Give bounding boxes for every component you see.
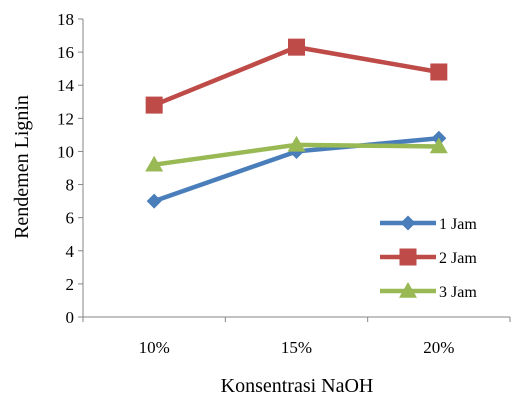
legend-label: 3 Jam <box>439 284 477 301</box>
legend: 1 Jam 2 Jam 3 Jam <box>380 215 477 301</box>
legend-label: 2 Jam <box>439 250 477 267</box>
legend-marker <box>399 248 417 266</box>
legend-entry: 3 Jam <box>380 282 477 301</box>
tick-labels: 0 2 4 6 8 10 12 14 16 18 10% 15% 20% <box>57 10 454 357</box>
data-point <box>145 155 164 172</box>
x-tick-label: 15% <box>281 338 312 357</box>
y-tick-label: 4 <box>66 242 75 261</box>
y-tick-label: 12 <box>57 109 74 128</box>
y-tick-label: 6 <box>66 209 75 228</box>
y-tick-label: 0 <box>66 308 75 327</box>
data-point <box>146 193 162 209</box>
series-line <box>153 44 440 108</box>
y-tick-label: 14 <box>57 76 75 95</box>
legend-marker <box>400 215 416 231</box>
series-lines <box>145 38 448 209</box>
y-tick-label: 10 <box>57 142 74 161</box>
series-2-jam <box>145 38 448 114</box>
y-axis-title: Rendemen Lignin <box>11 95 33 239</box>
legend-marker <box>399 282 417 298</box>
x-tick-label: 20% <box>423 338 454 357</box>
y-tick-label: 18 <box>57 10 74 29</box>
data-point <box>287 135 306 152</box>
series-3-jam <box>145 135 448 172</box>
y-tick-label: 16 <box>57 43 74 62</box>
data-point <box>429 137 448 154</box>
y-tick-label: 2 <box>66 275 75 294</box>
x-axis-title: Konsentrasi NaOH <box>221 375 374 397</box>
y-tick-label: 8 <box>66 176 75 195</box>
data-point <box>145 96 163 114</box>
axes <box>78 18 511 322</box>
legend-label: 1 Jam <box>439 216 477 233</box>
legend-entry: 2 Jam <box>380 248 477 267</box>
x-tick-label: 10% <box>139 338 170 357</box>
data-point <box>430 63 448 81</box>
legend-entry: 1 Jam <box>380 215 477 233</box>
data-point <box>288 38 305 56</box>
